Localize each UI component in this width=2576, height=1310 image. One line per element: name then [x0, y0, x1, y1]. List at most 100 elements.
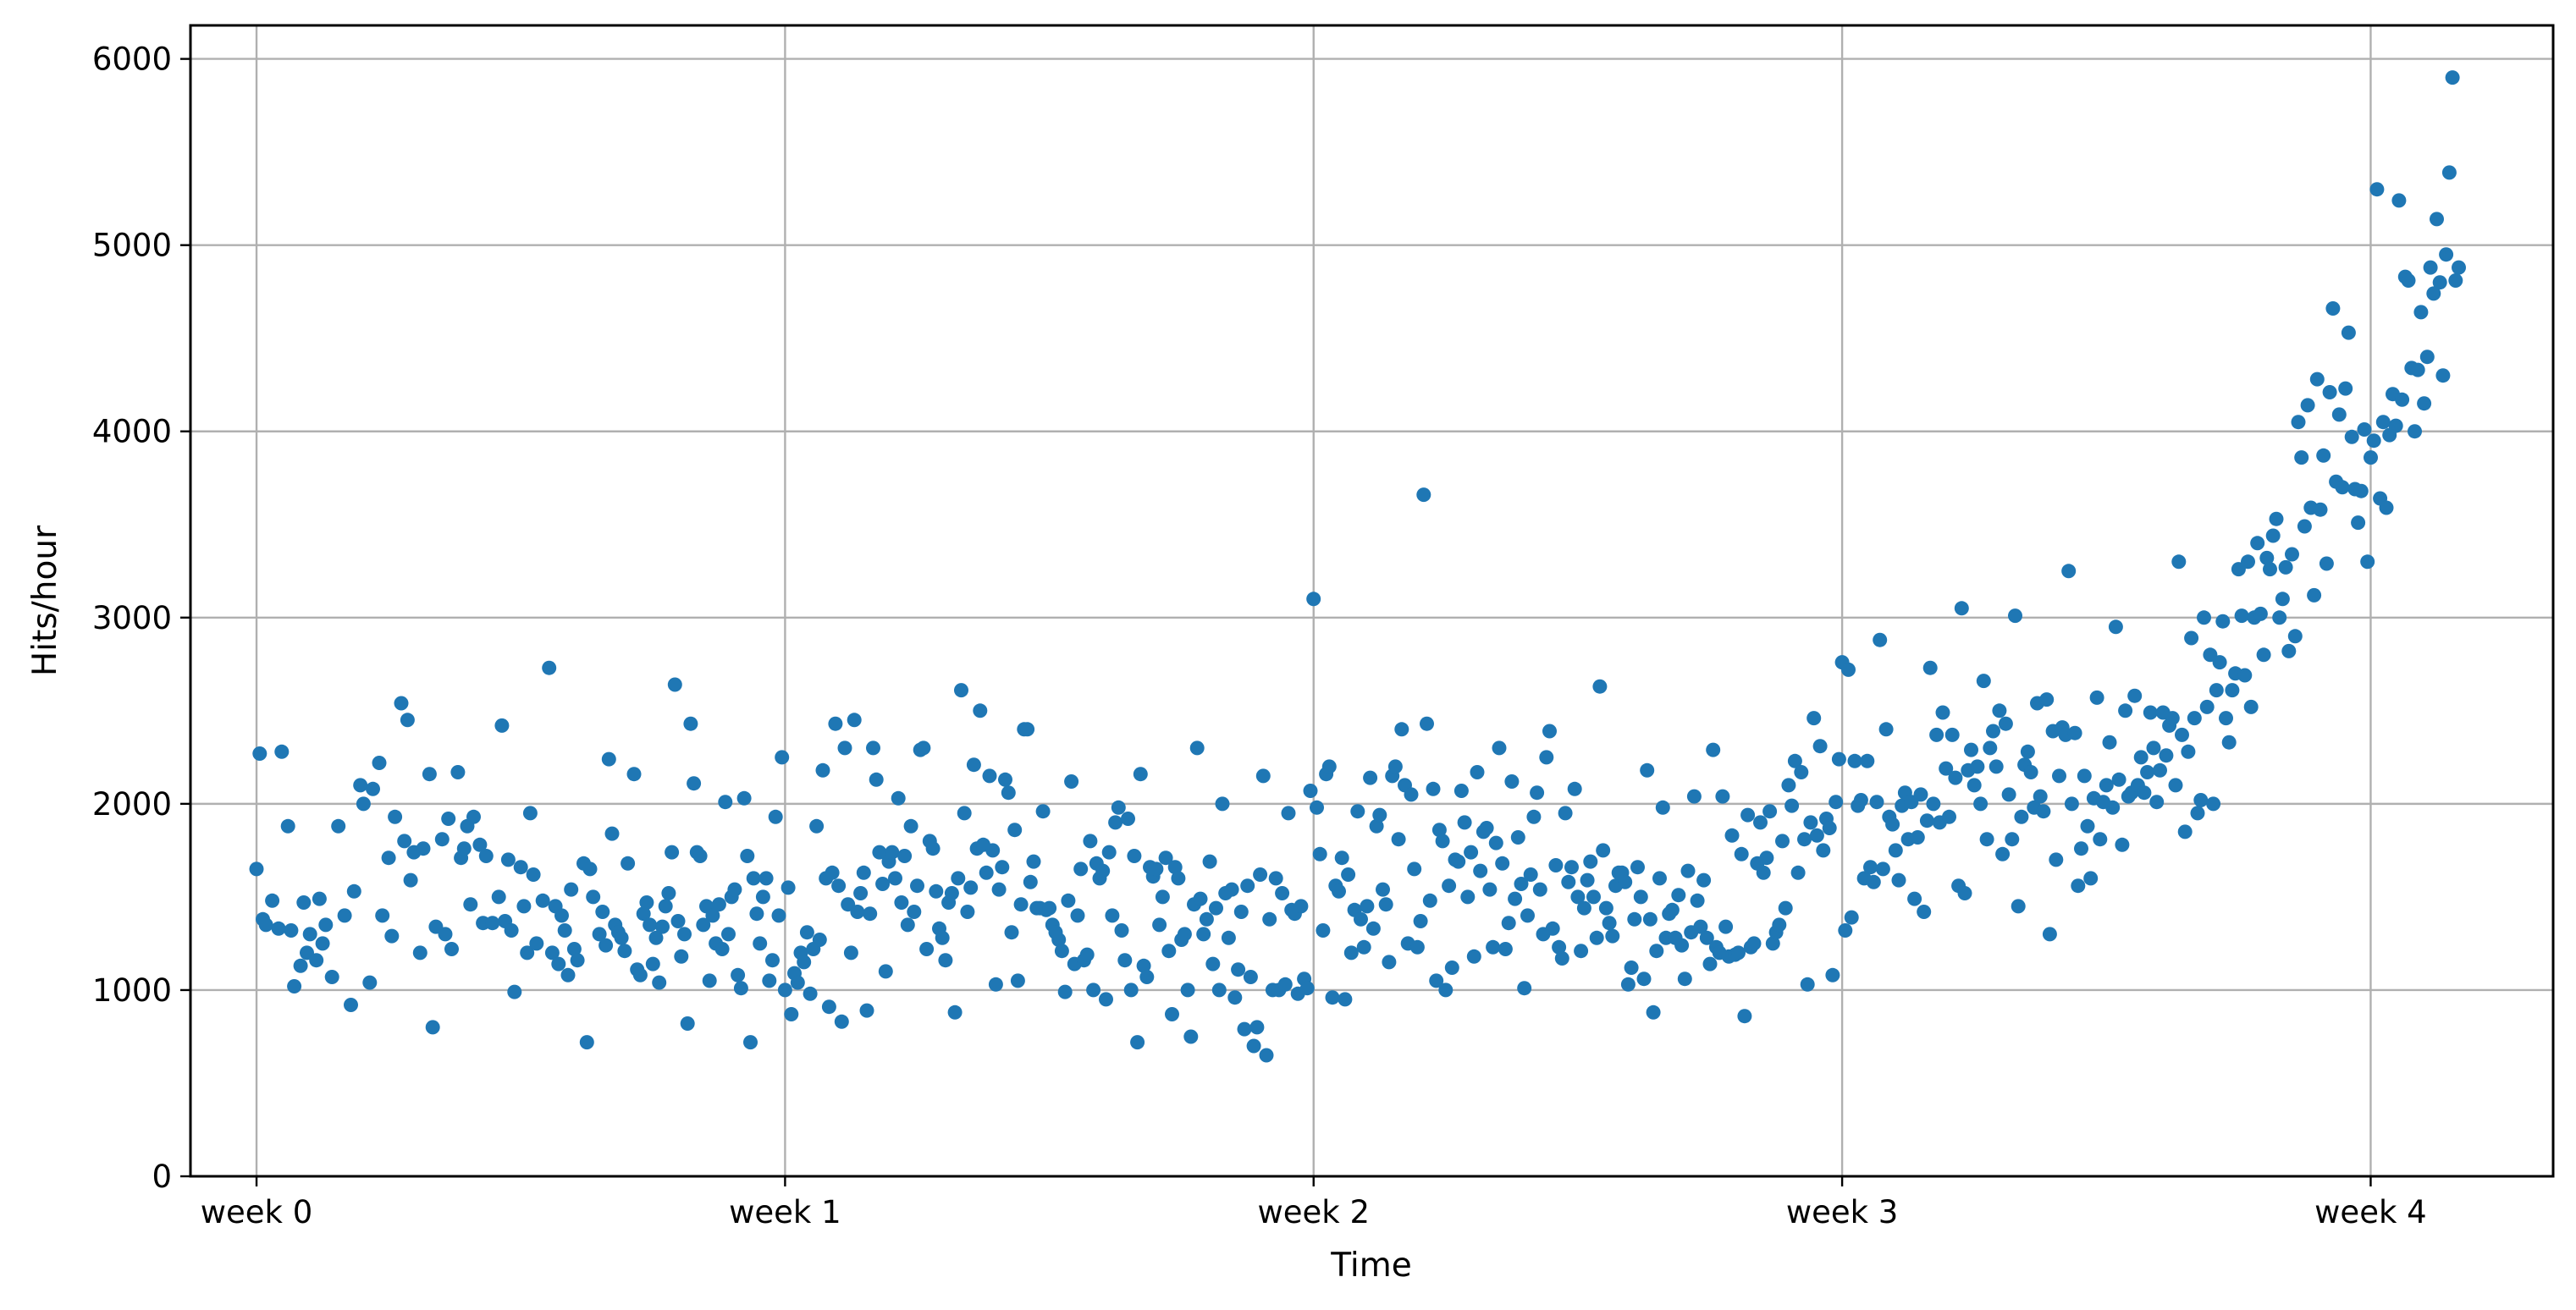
data-point — [1444, 960, 1459, 975]
data-point — [1130, 1035, 1145, 1050]
data-point — [2287, 629, 2303, 644]
y-tick-label: 6000 — [92, 41, 172, 78]
data-point — [1841, 662, 1856, 677]
data-point — [1979, 832, 1994, 847]
data-point — [645, 956, 660, 971]
data-point — [2005, 832, 2020, 847]
data-point — [1277, 977, 1293, 992]
data-point — [2197, 610, 2211, 625]
data-point — [2375, 415, 2391, 430]
data-point — [1420, 716, 1434, 731]
x-axis-title: Time — [1330, 1247, 1411, 1285]
data-point — [878, 964, 893, 979]
data-point — [632, 967, 648, 982]
data-point — [1495, 856, 1510, 871]
data-point — [1413, 914, 1428, 928]
data-point — [925, 841, 940, 856]
data-point — [1299, 981, 1315, 996]
data-point — [2234, 608, 2249, 624]
data-point — [2325, 301, 2341, 316]
data-point — [397, 834, 412, 849]
data-point — [1693, 919, 1708, 934]
data-point — [1224, 882, 1239, 897]
data-point — [705, 908, 720, 923]
data-point — [400, 713, 415, 728]
data-point — [1983, 740, 1998, 756]
data-point — [1391, 832, 1406, 847]
data-point — [1338, 992, 1353, 1007]
data-point — [1866, 874, 1881, 889]
data-point — [652, 975, 667, 990]
data-point — [1954, 601, 1969, 616]
data-point — [821, 999, 836, 1015]
data-point — [2011, 899, 2026, 914]
data-point — [1875, 861, 1890, 877]
data-point — [797, 955, 812, 970]
data-point — [2080, 818, 2095, 834]
data-point — [2243, 699, 2259, 714]
data-point — [425, 1020, 440, 1035]
data-point — [1376, 882, 1390, 897]
data-point — [302, 927, 317, 942]
data-point — [582, 861, 598, 877]
data-point — [1759, 850, 1774, 866]
data-point — [1378, 897, 1393, 912]
data-point — [1517, 981, 1532, 996]
data-point — [1922, 660, 1938, 675]
data-point — [2111, 772, 2126, 787]
data-point — [2149, 795, 2165, 810]
data-point — [900, 917, 915, 933]
data-point — [998, 772, 1012, 787]
data-point — [639, 895, 654, 910]
data-point — [535, 893, 550, 908]
data-point — [1853, 793, 1868, 807]
data-point — [2184, 630, 2199, 646]
data-point — [1253, 867, 1268, 882]
data-point — [1321, 759, 1337, 774]
data-point — [478, 849, 494, 863]
data-point — [284, 923, 299, 938]
data-point — [271, 921, 286, 936]
data-point — [771, 908, 786, 923]
data-point — [1114, 923, 1129, 938]
data-point — [2014, 809, 2029, 824]
data-point — [1680, 863, 1696, 878]
data-point — [803, 986, 818, 1001]
data-point — [1429, 973, 1444, 988]
data-point — [1677, 971, 1692, 987]
data-point — [1847, 753, 1862, 768]
data-point — [1618, 874, 1633, 889]
data-point — [1243, 970, 1258, 984]
data-point — [1699, 930, 1714, 945]
data-point — [853, 886, 869, 900]
data-point — [1453, 784, 1469, 798]
data-point — [2360, 554, 2375, 570]
data-point — [2209, 683, 2224, 698]
data-point — [1227, 990, 1243, 1005]
data-point — [1451, 854, 1466, 869]
data-point — [1171, 871, 1186, 886]
data-point — [463, 897, 478, 912]
data-point — [2146, 740, 2161, 756]
data-point — [1992, 703, 2007, 718]
data-point — [544, 945, 560, 960]
data-point — [1944, 727, 1960, 742]
data-point — [1249, 1020, 1265, 1035]
data-point — [2052, 768, 2066, 784]
data-point — [2417, 396, 2432, 411]
data-point — [1079, 947, 1095, 962]
data-point — [1083, 834, 1098, 849]
data-point — [1939, 761, 1954, 776]
data-point — [831, 878, 847, 894]
data-point — [1548, 858, 1564, 872]
data-point — [2441, 165, 2457, 180]
data-point — [1073, 861, 1089, 877]
data-point — [670, 914, 686, 928]
data-point — [1183, 1029, 1199, 1044]
data-point — [2118, 703, 2133, 718]
data-point — [2199, 699, 2215, 714]
y-axis: 0 1000 2000 3000 4000 5000 6000 — [92, 41, 190, 1195]
data-point — [648, 930, 664, 945]
data-point — [1205, 956, 1221, 971]
data-point — [1108, 815, 1123, 830]
